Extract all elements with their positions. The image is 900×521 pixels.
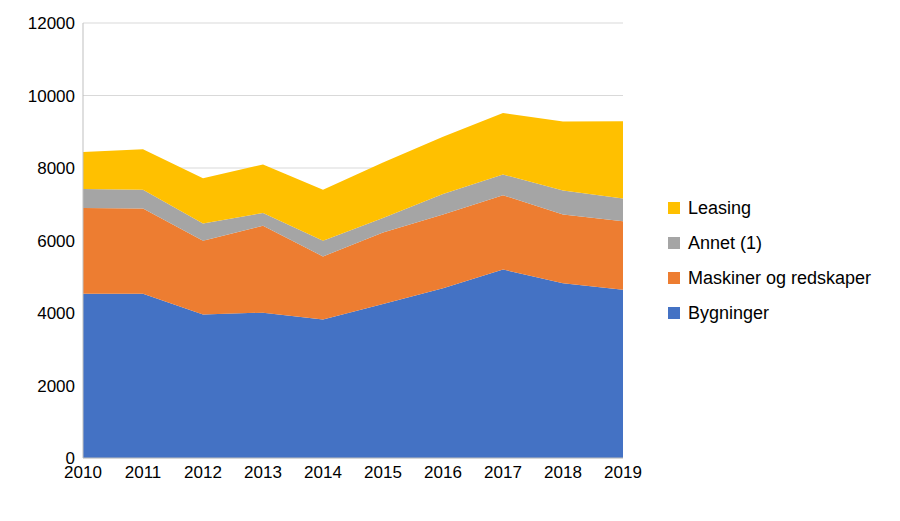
html-text:Leasing: Leasing <box>688 197 752 218</box>
svg-text:2013: 2013 <box>244 463 282 482</box>
svg-text:2015: 2015 <box>364 463 402 482</box>
svg-text:4000: 4000 <box>37 304 75 323</box>
html-text:Bygninger: Bygninger <box>688 302 770 323</box>
svg-text:2010: 2010 <box>64 463 102 483</box>
svg-text:2014: 2014 <box>304 463 342 482</box>
svg-text:2019: 2019 <box>604 463 642 482</box>
svg-text:10000: 10000 <box>28 87 75 106</box>
svg-text:0: 0 <box>66 449 75 468</box>
svg-text:2011: 2011 <box>125 463 162 482</box>
svg-text:6000: 6000 <box>37 232 75 251</box>
svg-text:2017: 2017 <box>484 463 522 482</box>
svg-text:2018: 2018 <box>544 463 582 482</box>
html-text:Maskiner og redskaper: Maskiner og redskaper <box>688 267 872 288</box>
svg-text:12000: 12000 <box>28 14 75 33</box>
svg-text:2016: 2016 <box>424 463 462 482</box>
svg-text:8000: 8000 <box>37 159 75 178</box>
svg-text:2000: 2000 <box>37 377 75 396</box>
html-text:Annet (1): Annet (1) <box>688 232 762 253</box>
svg-text:2012: 2012 <box>184 463 222 482</box>
